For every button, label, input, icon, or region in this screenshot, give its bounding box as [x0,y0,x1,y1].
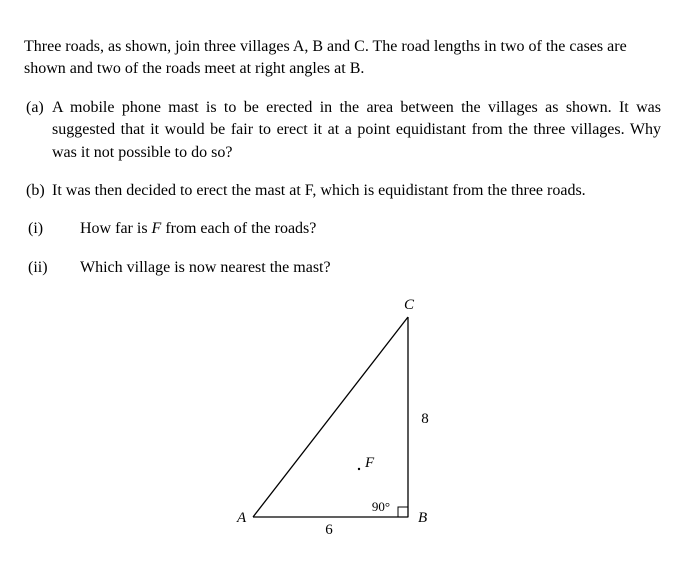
svg-text:90°: 90° [371,499,389,514]
svg-text:8: 8 [421,411,429,427]
part-b-i-before: How far is [80,220,152,237]
part-b-i-after: from each of the roads? [161,220,316,237]
svg-text:A: A [236,510,247,526]
part-b-text: It was then decided to erect the mast at… [52,182,586,199]
part-b-label: (b) [26,180,52,202]
part-b-ii-label: (ii) [28,257,80,279]
svg-text:6: 6 [325,522,333,538]
diagram-container: 90° 6 8 A B C F [24,299,661,549]
part-b-i: (i)How far is F from each of the roads? [24,218,661,240]
part-b: (b)It was then decided to erect the mast… [24,180,661,202]
svg-text:F: F [364,455,375,471]
part-b-i-label: (i) [28,218,80,240]
intro-text: Three roads, as shown, join three villag… [24,36,661,81]
svg-text:C: C [404,299,415,313]
part-b-ii-text: Which village is now nearest the mast? [80,259,331,276]
triangle-diagram: 90° 6 8 A B C F [233,299,453,549]
part-b-ii: (ii)Which village is now nearest the mas… [24,257,661,279]
part-a-label: (a) [26,97,52,119]
part-b-i-italic: F [152,220,162,237]
part-a: (a)A mobile phone mast is to be erected … [24,97,661,164]
part-a-text: A mobile phone mast is to be erected in … [52,99,661,161]
svg-text:B: B [418,510,427,526]
